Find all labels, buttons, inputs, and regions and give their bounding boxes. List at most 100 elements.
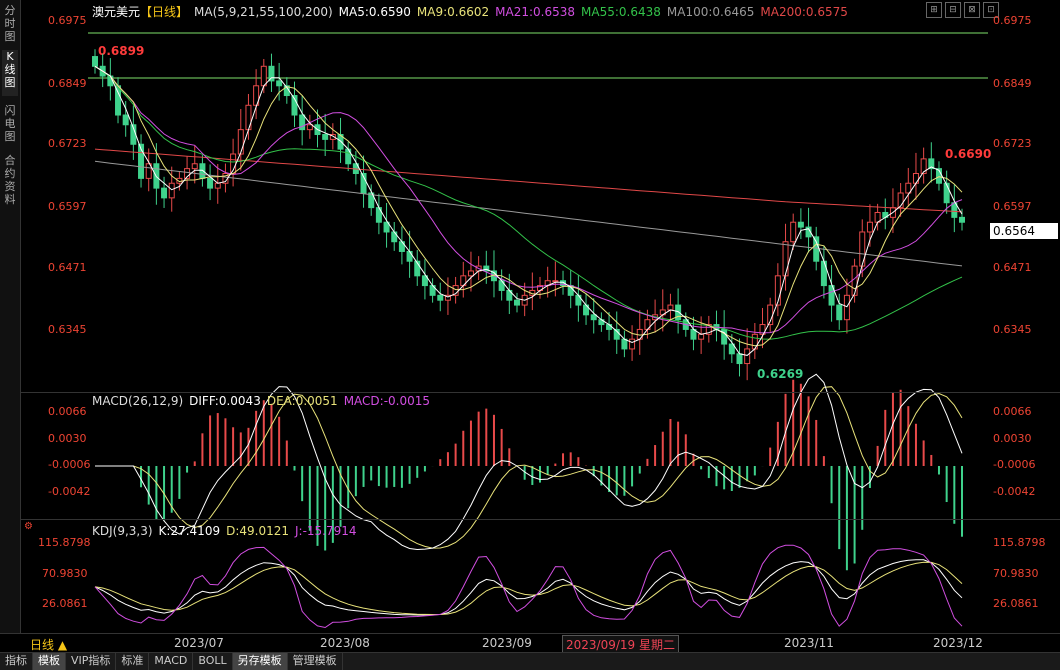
price-tick: 0.6723 xyxy=(993,137,1032,150)
candle-body xyxy=(897,192,904,209)
candle-body xyxy=(774,275,781,306)
ma21-line xyxy=(94,65,963,334)
candle-body xyxy=(805,226,812,238)
candle-body xyxy=(253,85,260,106)
ma200-value: MA200:0.6575 xyxy=(760,5,848,19)
candle-body xyxy=(851,265,858,296)
candle-body xyxy=(943,182,950,204)
candle-body xyxy=(467,270,474,277)
macd-tick: 0.0030 xyxy=(993,432,1032,445)
candle-body xyxy=(728,343,735,355)
price-tick: 0.6597 xyxy=(48,200,87,213)
candle-body xyxy=(444,294,451,301)
x-tick: 2023/12 xyxy=(933,636,983,650)
candle-body xyxy=(698,333,705,340)
kdj-label: KDJ(9,3,3) xyxy=(92,524,153,538)
tab-flash[interactable]: 闪电图 xyxy=(4,104,16,143)
candle-body xyxy=(590,314,597,321)
maximize-icon[interactable]: ⊡ xyxy=(983,2,999,18)
price-tick: 0.6597 xyxy=(993,200,1032,213)
chart-canvas[interactable] xyxy=(0,0,1060,633)
period-selector[interactable]: 日线 ▲ xyxy=(30,638,68,652)
candle-body xyxy=(260,65,267,87)
bottom-tab[interactable]: 标准 xyxy=(116,653,150,670)
macd-tick: 0.0066 xyxy=(993,405,1032,418)
zoom-out-icon[interactable]: ⊟ xyxy=(945,2,961,18)
macd-tick: -0.0006 xyxy=(993,458,1036,471)
dea-value: DEA:0.0051 xyxy=(266,394,338,408)
candle-body xyxy=(629,338,636,350)
diff-value: DIFF:0.0043 xyxy=(189,394,261,408)
candle-body xyxy=(199,163,206,179)
macd-histogram xyxy=(140,379,963,571)
high-annotation: 0.6899 xyxy=(98,44,145,58)
crosshair-date: 2023/09/19 星期二 xyxy=(562,635,679,654)
candle-body xyxy=(744,348,751,365)
x-tick: 2023/11 xyxy=(784,636,834,650)
candle-body xyxy=(797,221,804,228)
bottom-tab[interactable]: 指标 xyxy=(0,653,33,670)
restore-icon[interactable]: ⊠ xyxy=(964,2,980,18)
candle-body xyxy=(928,158,935,170)
tab-timeshare[interactable]: 分时图 xyxy=(4,4,16,43)
candle-body xyxy=(606,324,613,330)
candle-body xyxy=(560,280,567,287)
candle-body xyxy=(675,304,682,321)
price-tick: 0.6723 xyxy=(48,137,87,150)
candle-body xyxy=(368,192,375,209)
price-tick: 0.6345 xyxy=(48,323,87,336)
candle-body xyxy=(329,134,336,140)
candle-body xyxy=(667,304,674,311)
candle-body xyxy=(828,285,835,306)
time-axis: 日线 ▲ 2023/07 2023/08 2023/09 2023/09/19 … xyxy=(0,633,1060,654)
kdj-tick: 26.0861 xyxy=(993,597,1039,610)
bottom-tab[interactable]: 模板 xyxy=(33,653,66,670)
j-value: J:-15.7914 xyxy=(295,524,357,538)
price-tick: 0.6471 xyxy=(48,261,87,274)
bottom-tab[interactable]: BOLL xyxy=(193,653,233,670)
kdj-tick: 70.9830 xyxy=(42,567,88,580)
candle-body xyxy=(836,304,843,321)
candle-body xyxy=(843,294,850,321)
candle-body xyxy=(291,95,298,116)
candle-body xyxy=(115,85,122,116)
price-tick: 0.6975 xyxy=(48,14,87,27)
ma5-line xyxy=(94,65,963,356)
candle-body xyxy=(92,56,98,67)
x-tick: 2023/07 xyxy=(174,636,224,650)
price-tick: 0.6471 xyxy=(993,261,1032,274)
bottom-tab[interactable]: 管理模板 xyxy=(288,653,343,670)
chart-toolbar: ⊞ ⊟ ⊠ ⊡ xyxy=(926,2,999,18)
tab-kline[interactable]: K线图 xyxy=(2,50,18,96)
j-line xyxy=(94,544,963,629)
bottom-tab[interactable]: 另存模板 xyxy=(232,653,288,670)
candle-body xyxy=(322,134,329,140)
diff-line xyxy=(95,373,963,551)
candle-body xyxy=(299,114,306,131)
candle-body xyxy=(306,124,313,131)
macd-tick: -0.0042 xyxy=(48,485,91,498)
candle-body xyxy=(866,221,873,233)
candle-body xyxy=(552,280,559,283)
candle-body xyxy=(513,299,520,306)
tab-contract-info[interactable]: 合约资料 xyxy=(4,154,16,206)
kdj-tick: 70.9830 xyxy=(993,567,1039,580)
candle-body xyxy=(421,275,428,287)
settings-icon[interactable]: ⚙ xyxy=(24,521,33,532)
kdj-tick: 26.0861 xyxy=(42,597,88,610)
candle-body xyxy=(207,177,214,189)
ma9-value: MA9:0.6602 xyxy=(416,5,490,19)
period-tag: 【日线】 xyxy=(140,5,189,19)
bottom-tab[interactable]: MACD xyxy=(149,653,194,670)
candle-body xyxy=(406,250,413,262)
candle-body xyxy=(859,231,866,267)
bottom-tab[interactable]: VIP指标 xyxy=(66,653,117,670)
current-price-badge: 0.6564 xyxy=(990,223,1058,239)
bottom-toolbar: 指标 模板 VIP指标 标准 MACD BOLL 另存模板 管理模板 xyxy=(0,652,1060,670)
candle-body xyxy=(184,168,191,179)
zoom-in-icon[interactable]: ⊞ xyxy=(926,2,942,18)
candle-body xyxy=(498,280,505,291)
candle-body xyxy=(161,187,168,199)
candle-body xyxy=(621,338,628,350)
candle-body xyxy=(145,163,152,179)
